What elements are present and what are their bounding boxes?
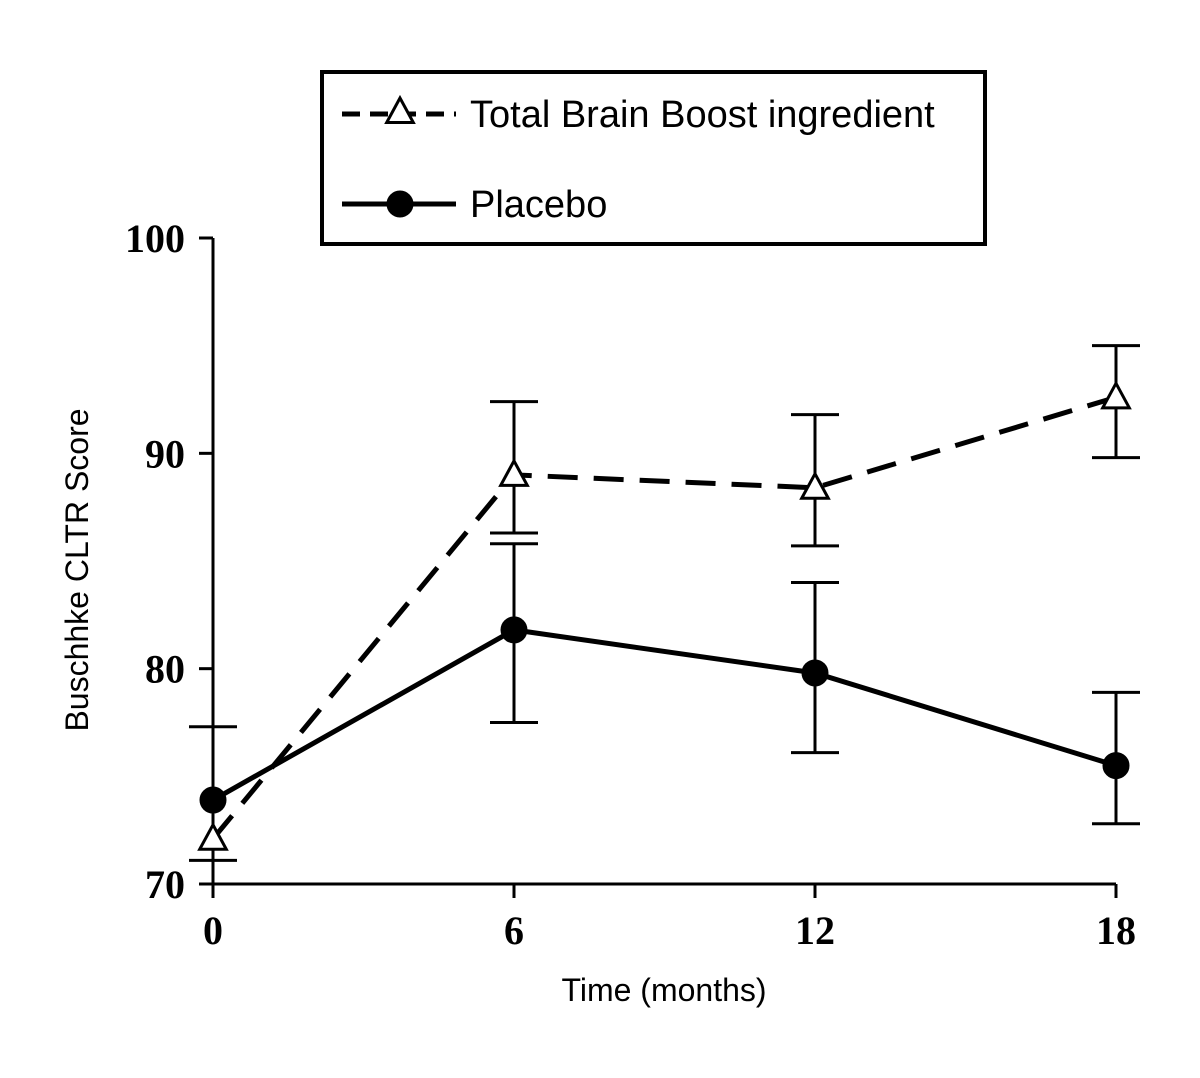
series-line: [211, 627, 1117, 803]
circle-marker: [801, 659, 829, 687]
axis-ticks: 70 80 90 100 0 6 12 18: [125, 216, 1136, 953]
error-bars: [189, 344, 1140, 862]
circle-marker: [1102, 752, 1130, 780]
series-lines: [211, 394, 1117, 841]
legend-circle-marker: [386, 190, 414, 218]
x-tick-label: 0: [203, 908, 223, 953]
triangle-marker: [1100, 380, 1132, 410]
x-tick-label: 12: [795, 908, 835, 953]
y-tick-label: 90: [145, 431, 185, 476]
y-tick-label: 70: [145, 862, 185, 907]
x-tick-label: 6: [504, 908, 524, 953]
circle-marker: [500, 616, 528, 644]
series-line: [211, 394, 1117, 841]
y-tick-label: 80: [145, 647, 185, 692]
legend-entries: Total Brain Boost ingredient Placebo: [342, 94, 935, 226]
legend-label: Total Brain Boost ingredient: [470, 94, 935, 136]
circle-marker: [199, 786, 227, 814]
triangle-marker: [799, 470, 831, 500]
axes: [211, 238, 1116, 886]
legend-item: Total Brain Boost ingredient: [342, 94, 935, 136]
legend-label: Placebo: [470, 184, 607, 226]
x-axis-title: Time (months): [561, 972, 766, 1008]
triangle-marker: [498, 457, 530, 487]
x-tick-label: 18: [1096, 908, 1136, 953]
series-markers: [197, 380, 1132, 851]
triangle-marker: [197, 821, 229, 851]
y-tick-label: 100: [125, 216, 185, 261]
legend-box: [320, 70, 987, 246]
legend-item: Placebo: [342, 184, 607, 226]
y-axis-title: Buschhke CLTR Score: [59, 408, 95, 731]
legend-triangle-marker: [384, 94, 416, 124]
legend: Total Brain Boost ingredient Placebo: [320, 70, 987, 246]
